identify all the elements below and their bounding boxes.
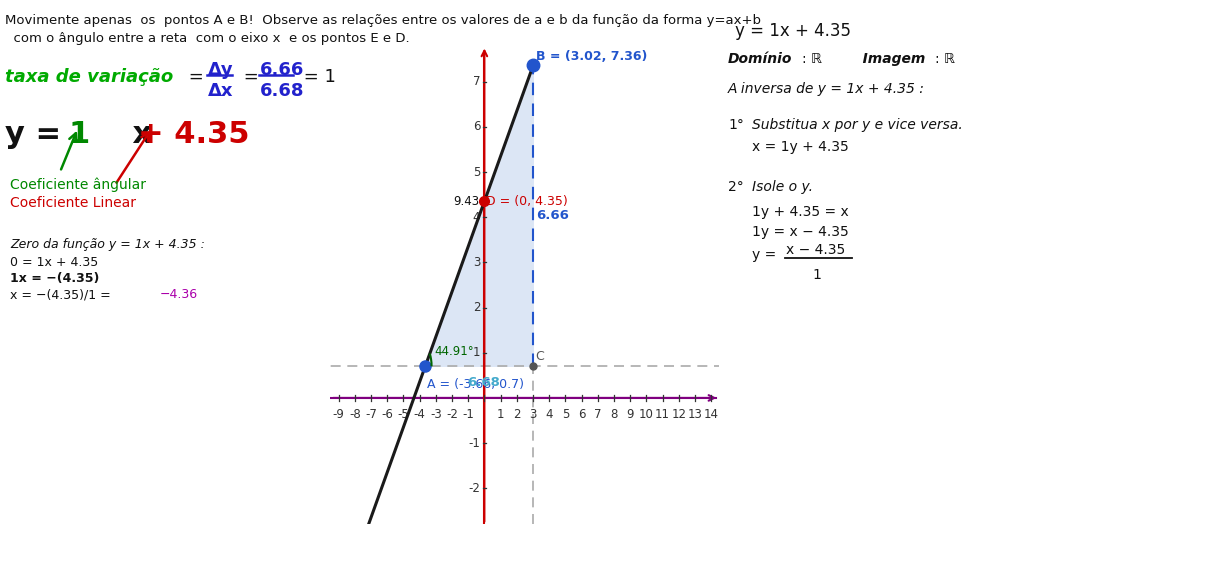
Text: -2: -2 [446, 408, 458, 421]
Text: 1y + 4.35 = x: 1y + 4.35 = x [752, 205, 849, 219]
Text: -2: -2 [469, 482, 480, 495]
Text: 11: 11 [655, 408, 671, 421]
Text: x − 4.35: x − 4.35 [786, 243, 846, 257]
Text: 1°: 1° [728, 118, 744, 132]
Text: -1: -1 [462, 408, 474, 421]
Text: 5: 5 [561, 408, 569, 421]
Text: 3: 3 [473, 256, 480, 269]
Text: 2°: 2° [728, 180, 744, 194]
Text: 1x = −(4.35): 1x = −(4.35) [10, 272, 100, 285]
Text: 5: 5 [473, 165, 480, 178]
Text: -4: -4 [413, 408, 425, 421]
Text: 3: 3 [530, 408, 537, 421]
Text: + 4.35: + 4.35 [139, 120, 249, 149]
Text: -6: -6 [382, 408, 394, 421]
Text: 1y = x − 4.35: 1y = x − 4.35 [752, 225, 849, 239]
Text: 1: 1 [473, 346, 480, 359]
Text: : ℝ: : ℝ [802, 52, 823, 66]
Text: 1: 1 [68, 120, 89, 149]
Text: 4: 4 [546, 408, 553, 421]
Text: Domínio: Domínio [728, 52, 792, 66]
Text: 7: 7 [594, 408, 601, 421]
Text: 0 = 1x + 4.35: 0 = 1x + 4.35 [10, 256, 98, 269]
Polygon shape [425, 66, 533, 367]
Text: Imagem: Imagem [848, 52, 926, 66]
Text: 13: 13 [688, 408, 702, 421]
Text: 6.68: 6.68 [468, 376, 501, 389]
Text: 44.91°: 44.91° [435, 345, 474, 358]
Text: 6: 6 [473, 120, 480, 133]
Text: 14: 14 [703, 408, 719, 421]
Text: y =: y = [5, 120, 61, 149]
Text: Δy: Δy [208, 61, 233, 79]
Text: 10: 10 [639, 408, 654, 421]
Text: 8: 8 [610, 408, 617, 421]
Text: x: x [90, 120, 152, 149]
Text: = 1: = 1 [298, 68, 335, 86]
Text: -8: -8 [349, 408, 361, 421]
Text: Zero da função y = 1x + 4.35 :: Zero da função y = 1x + 4.35 : [10, 238, 205, 251]
Text: -5: -5 [397, 408, 409, 421]
Text: y =: y = [752, 248, 780, 262]
Text: 6.68: 6.68 [260, 82, 305, 100]
Text: 4: 4 [473, 211, 480, 224]
Text: −4.36: −4.36 [160, 288, 198, 301]
Text: D = (0, 4.35): D = (0, 4.35) [486, 195, 569, 208]
Text: -9: -9 [333, 408, 345, 421]
Text: Substitua x por y e vice versa.: Substitua x por y e vice versa. [752, 118, 962, 132]
Text: C: C [535, 349, 543, 363]
Text: 7: 7 [473, 75, 480, 88]
Text: A inversa de y = 1x + 4.35 :: A inversa de y = 1x + 4.35 : [728, 82, 925, 96]
Text: 1: 1 [812, 268, 821, 282]
Text: 6: 6 [578, 408, 586, 421]
Text: Isole o y.: Isole o y. [752, 180, 813, 194]
Text: Δx: Δx [208, 82, 233, 100]
Text: 1: 1 [497, 408, 504, 421]
Text: x = 1y + 4.35: x = 1y + 4.35 [752, 140, 849, 154]
Text: -7: -7 [364, 408, 377, 421]
Text: 2: 2 [473, 301, 480, 314]
Text: -1: -1 [469, 437, 480, 450]
Text: 2: 2 [513, 408, 520, 421]
Text: Coeficiente ângular: Coeficiente ângular [10, 178, 146, 193]
Text: x = −(4.35)/1 =: x = −(4.35)/1 = [10, 288, 111, 301]
Text: 9: 9 [627, 408, 634, 421]
Text: -3: -3 [430, 408, 442, 421]
Text: Coeficiente Linear: Coeficiente Linear [10, 196, 136, 210]
Text: =: = [238, 68, 259, 86]
Text: taxa de variação: taxa de variação [5, 68, 174, 86]
Text: B = (3.02, 7.36): B = (3.02, 7.36) [536, 50, 648, 63]
Text: com o ângulo entre a reta  com o eixo x  e os pontos E e D.: com o ângulo entre a reta com o eixo x e… [5, 32, 409, 45]
Text: 12: 12 [671, 408, 686, 421]
Text: y = 1x + 4.35: y = 1x + 4.35 [735, 22, 850, 40]
Text: : ℝ: : ℝ [936, 52, 955, 66]
Text: Movimente apenas  os  pontos A e B!  Observe as relações entre os valores de a e: Movimente apenas os pontos A e B! Observ… [5, 14, 761, 27]
Text: 6.66: 6.66 [536, 209, 569, 222]
Text: A = (-3.66, 0.7): A = (-3.66, 0.7) [426, 377, 524, 390]
Text: 6.66: 6.66 [260, 61, 305, 79]
Text: =: = [183, 68, 204, 86]
Text: 9.43: 9.43 [453, 195, 480, 208]
